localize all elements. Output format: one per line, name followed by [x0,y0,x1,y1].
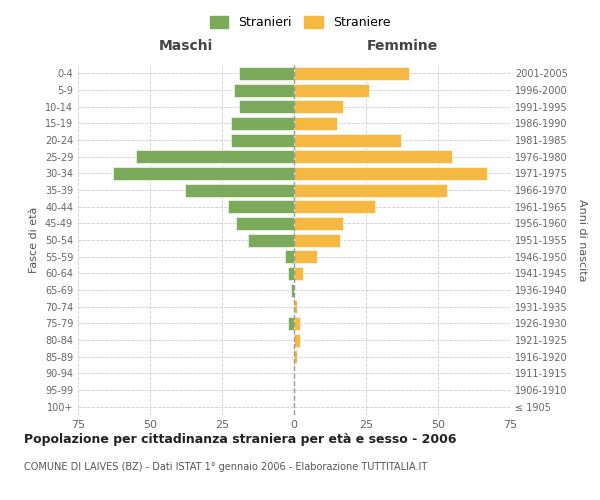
Bar [294,150,452,163]
Bar [294,317,300,330]
Text: Popolazione per cittadinanza straniera per età e sesso - 2006: Popolazione per cittadinanza straniera p… [24,432,457,446]
Bar [294,100,343,113]
Bar [113,167,294,180]
Bar [294,134,401,146]
Bar [230,134,294,146]
Y-axis label: Fasce di età: Fasce di età [29,207,39,273]
Bar [294,350,297,363]
Bar [236,217,294,230]
Bar [294,84,369,96]
Bar [288,267,294,280]
Y-axis label: Anni di nascita: Anni di nascita [577,198,587,281]
Bar [294,167,487,180]
Bar [294,67,409,80]
Bar [136,150,294,163]
Bar [294,184,446,196]
Bar [291,284,294,296]
Text: COMUNE DI LAIVES (BZ) - Dati ISTAT 1° gennaio 2006 - Elaborazione TUTTITALIA.IT: COMUNE DI LAIVES (BZ) - Dati ISTAT 1° ge… [24,462,427,472]
Bar [286,250,294,263]
Bar [228,200,294,213]
Bar [294,117,337,130]
Legend: Stranieri, Straniere: Stranieri, Straniere [205,11,395,34]
Text: Femmine: Femmine [367,38,437,52]
Bar [185,184,294,196]
Bar [239,67,294,80]
Bar [288,317,294,330]
Bar [294,234,340,246]
Bar [233,84,294,96]
Bar [230,117,294,130]
Bar [294,300,297,313]
Bar [294,217,343,230]
Bar [239,100,294,113]
Bar [294,334,300,346]
Text: Maschi: Maschi [159,38,213,52]
Bar [294,267,302,280]
Bar [294,250,317,263]
Bar [248,234,294,246]
Bar [294,200,374,213]
